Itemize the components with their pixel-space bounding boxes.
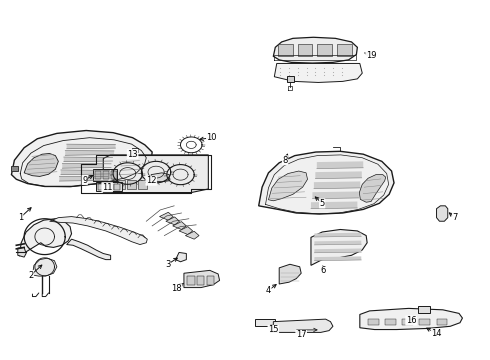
Bar <box>117 180 125 189</box>
Bar <box>187 276 195 285</box>
Bar <box>127 180 136 189</box>
Bar <box>402 319 413 325</box>
Text: 10: 10 <box>206 133 217 142</box>
Bar <box>318 44 332 56</box>
Bar <box>98 184 105 190</box>
Polygon shape <box>359 175 386 202</box>
Text: 5: 5 <box>319 199 325 208</box>
Polygon shape <box>49 217 147 244</box>
Bar <box>95 171 101 179</box>
Bar <box>207 276 214 285</box>
Text: 7: 7 <box>452 213 458 222</box>
Text: 9: 9 <box>82 176 87 185</box>
Polygon shape <box>11 166 18 171</box>
Polygon shape <box>32 258 57 276</box>
Text: 4: 4 <box>266 286 271 295</box>
Bar <box>385 319 396 325</box>
Polygon shape <box>315 256 361 261</box>
Bar <box>106 184 113 190</box>
Polygon shape <box>270 319 333 332</box>
Polygon shape <box>269 171 308 201</box>
Polygon shape <box>315 248 361 253</box>
Polygon shape <box>315 240 361 245</box>
Text: 8: 8 <box>282 156 288 165</box>
Polygon shape <box>315 233 361 237</box>
Polygon shape <box>172 222 186 229</box>
Text: 12: 12 <box>146 176 156 185</box>
Polygon shape <box>166 217 179 225</box>
Text: 14: 14 <box>431 329 442 338</box>
Text: 15: 15 <box>268 325 279 334</box>
Polygon shape <box>117 158 145 177</box>
Polygon shape <box>311 202 357 209</box>
Text: 19: 19 <box>366 51 376 60</box>
Polygon shape <box>67 239 111 260</box>
Polygon shape <box>287 76 294 82</box>
Polygon shape <box>65 150 114 155</box>
Bar <box>103 171 109 179</box>
Polygon shape <box>11 131 152 186</box>
Text: 2: 2 <box>28 270 34 279</box>
Polygon shape <box>255 319 275 326</box>
Polygon shape <box>151 173 169 182</box>
Bar <box>197 276 204 285</box>
Bar <box>368 319 379 325</box>
Bar <box>437 319 447 325</box>
Polygon shape <box>179 226 193 234</box>
Polygon shape <box>61 170 110 175</box>
Bar <box>337 44 351 56</box>
Polygon shape <box>96 182 122 192</box>
Bar <box>298 44 313 56</box>
Polygon shape <box>418 306 430 314</box>
Text: 11: 11 <box>102 183 113 192</box>
Text: 18: 18 <box>172 284 182 293</box>
Bar <box>419 319 430 325</box>
Polygon shape <box>59 176 108 181</box>
Polygon shape <box>93 169 117 181</box>
Text: 17: 17 <box>296 330 307 339</box>
Polygon shape <box>24 153 58 176</box>
Polygon shape <box>259 151 394 214</box>
Polygon shape <box>103 155 208 193</box>
Polygon shape <box>314 181 360 189</box>
Bar <box>114 184 121 190</box>
Polygon shape <box>62 163 111 168</box>
Polygon shape <box>175 252 186 262</box>
Polygon shape <box>18 247 26 257</box>
Text: 6: 6 <box>320 266 326 275</box>
Polygon shape <box>316 171 362 179</box>
Polygon shape <box>19 219 72 256</box>
Bar <box>111 171 117 179</box>
Polygon shape <box>64 157 113 162</box>
Polygon shape <box>313 192 359 199</box>
Bar <box>106 180 115 189</box>
Polygon shape <box>317 161 363 168</box>
Polygon shape <box>279 264 301 284</box>
Polygon shape <box>185 231 199 239</box>
Bar <box>278 44 293 56</box>
Text: 3: 3 <box>165 260 171 269</box>
Text: 1: 1 <box>18 213 23 222</box>
Text: 13: 13 <box>127 150 138 159</box>
Bar <box>138 180 147 189</box>
Polygon shape <box>274 63 362 82</box>
Polygon shape <box>437 206 448 221</box>
Polygon shape <box>273 37 357 63</box>
Text: 16: 16 <box>406 316 416 325</box>
Polygon shape <box>67 144 116 149</box>
Polygon shape <box>360 309 463 329</box>
Polygon shape <box>159 212 173 220</box>
Polygon shape <box>184 270 220 288</box>
Polygon shape <box>311 229 367 265</box>
